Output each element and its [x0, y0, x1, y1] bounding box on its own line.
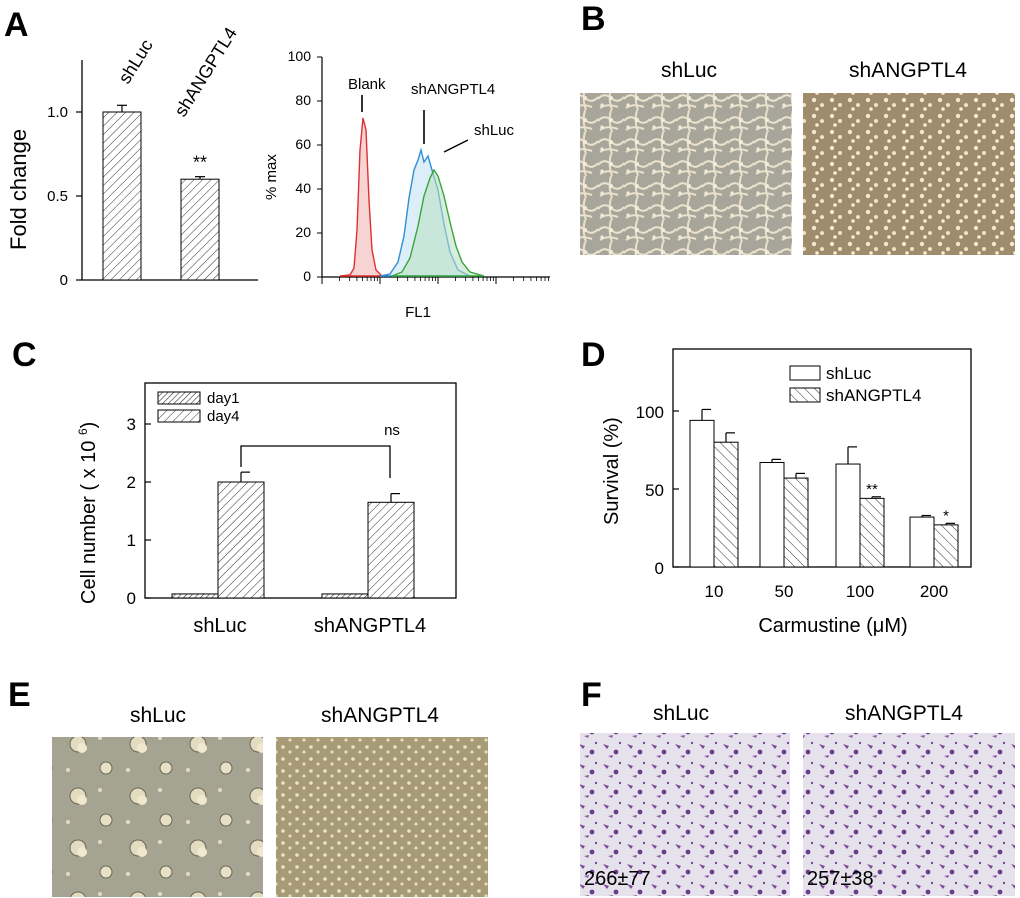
shangptl4-annotation: shANGPTL4	[411, 81, 495, 98]
sphere-micrograph-shluc	[52, 737, 263, 897]
invasion-count-shluc: 266±77	[584, 868, 651, 890]
panel-e: E shLuc shANGPTL4	[8, 676, 488, 897]
fold-change-bar	[180, 178, 220, 281]
micrograph-label: shLuc	[653, 702, 709, 725]
flow-histogram: % max 0 20 40 60 80 100 Blank shANGPTL4 …	[263, 48, 550, 321]
micrograph-label: shANGPTL4	[321, 704, 439, 727]
survival-category-label: 100	[846, 582, 874, 601]
cell-number-ylabel-end: )	[78, 422, 100, 429]
survival-category-label: 200	[920, 582, 948, 601]
fold-change-bar	[102, 111, 142, 281]
ns-annotation: ns	[384, 422, 400, 439]
survival-bar-shluc	[759, 461, 785, 568]
significance-marker: **	[866, 481, 878, 498]
fold-change-tick-label: 1.0	[47, 104, 68, 121]
cell-number-category-label: shANGPTL4	[314, 615, 426, 637]
fold-change-tick-label: 0	[60, 272, 68, 289]
survival-tick-label: 0	[655, 559, 664, 578]
legend-label-day1: day1	[207, 390, 240, 407]
panel-c: C Cell number ( x 10 6) 0 1 2 3 day1 day4 n…	[12, 336, 457, 637]
survival-category-label: 10	[705, 582, 724, 601]
cell-number-bar-day4	[217, 481, 265, 599]
panel-letter-c: C	[12, 336, 37, 374]
fold-change-ylabel: Fold change	[6, 129, 31, 250]
survival-tick-label: 100	[636, 403, 664, 422]
histogram-tick-label: 60	[295, 136, 311, 152]
cell-number-ylabel-sup: 6	[76, 428, 90, 435]
cell-number-legend: day1 day4	[157, 390, 240, 425]
shluc-pointer	[443, 139, 469, 153]
legend-swatch-shangptl4	[789, 387, 821, 403]
ns-bracket	[240, 445, 391, 478]
micrograph-shluc	[580, 93, 792, 255]
shluc-annotation: shLuc	[474, 122, 515, 139]
panel-letter-b: B	[581, 0, 606, 38]
panel-letter-d: D	[581, 336, 606, 374]
histogram-tick-label: 80	[295, 92, 311, 108]
micrograph-shangptl4	[803, 93, 1015, 255]
survival-bar-shluc	[689, 419, 715, 568]
survival-bar-shangptl4	[859, 497, 885, 568]
micrograph-label: shANGPTL4	[849, 59, 967, 82]
survival-frame	[672, 348, 972, 568]
panel-letter-a: A	[4, 6, 29, 44]
histogram-tick-label: 100	[288, 48, 312, 64]
legend-swatch-day1	[157, 391, 201, 405]
shluc-histogram-curve	[391, 168, 485, 277]
survival-category-label: 50	[775, 582, 794, 601]
micrograph-label: shLuc	[661, 59, 717, 82]
survival-xlabel: Carmustine (μM)	[758, 615, 907, 637]
histogram-xlabel: FL1	[405, 304, 431, 321]
histogram-ylabel: % max	[263, 154, 280, 200]
cell-number-bar-day4	[367, 501, 415, 599]
cell-number-tick-label: 3	[127, 415, 136, 434]
histogram-tick-label: 0	[303, 268, 311, 284]
panel-f: F shLuc shANGPTL4 266±77 257±38	[580, 676, 1015, 896]
legend-swatch-day4	[157, 409, 201, 423]
survival-ylabel: Survival (%)	[601, 417, 623, 525]
panel-letter-f: F	[581, 676, 602, 714]
panel-b: B shLuc shANGPTL4	[580, 0, 1015, 255]
cell-number-bar-day1	[321, 593, 369, 599]
significance-marker: *	[943, 507, 949, 524]
invasion-micrograph-shangptl4	[803, 733, 1015, 896]
cell-number-frame	[144, 382, 457, 599]
survival-bar-shluc	[835, 463, 861, 568]
fold-change-category-label: shANGPTL4	[170, 24, 241, 120]
cell-number-ylabel: Cell number ( x 10 6)	[76, 422, 100, 604]
micrograph-label: shLuc	[130, 704, 186, 727]
cell-number-ylabel-main: Cell number ( x 10	[78, 435, 100, 604]
survival-legend: shLuc shANGPTL4	[789, 364, 921, 405]
survival-bar-shangptl4	[713, 441, 739, 568]
panel-d: D Survival (%) 0 50 100 10 50 ** 100 * 200 shLu…	[581, 336, 972, 637]
fold-change-tick-label: 0.5	[47, 188, 68, 205]
sphere-micrograph-shangptl4	[276, 737, 488, 897]
fold-change-chart: Fold change 0 0.5 1.0 ** shLuc shANGPTL4	[6, 24, 258, 289]
invasion-micrograph-shluc	[580, 733, 790, 896]
legend-label-shangptl4: shANGPTL4	[826, 386, 921, 405]
survival-bar-shangptl4	[783, 477, 809, 568]
blank-histogram-curve	[339, 117, 384, 277]
legend-swatch-shluc	[789, 365, 821, 381]
cell-number-category-label: shLuc	[193, 615, 246, 637]
histogram-tick-label: 40	[295, 180, 311, 196]
panel-a: A Fold change 0 0.5 1.0 ** shLuc shANGPT…	[4, 6, 550, 321]
survival-bar-shangptl4	[933, 524, 959, 568]
survival-bar-shluc	[909, 516, 935, 568]
legend-label-day4: day4	[207, 408, 240, 425]
cell-number-tick-label: 1	[127, 531, 136, 550]
legend-label-shluc: shLuc	[826, 364, 872, 383]
fold-change-category-label: shLuc	[114, 36, 156, 87]
survival-tick-label: 50	[645, 481, 664, 500]
blank-annotation: Blank	[348, 76, 386, 93]
cell-number-tick-label: 2	[127, 473, 136, 492]
panel-letter-e: E	[8, 676, 31, 714]
histogram-tick-label: 20	[295, 224, 311, 240]
invasion-count-shangptl4: 257±38	[807, 868, 874, 890]
significance-marker: **	[193, 153, 207, 173]
micrograph-label: shANGPTL4	[845, 702, 963, 725]
cell-number-tick-label: 0	[127, 589, 136, 608]
cell-number-bar-day1	[171, 593, 219, 599]
